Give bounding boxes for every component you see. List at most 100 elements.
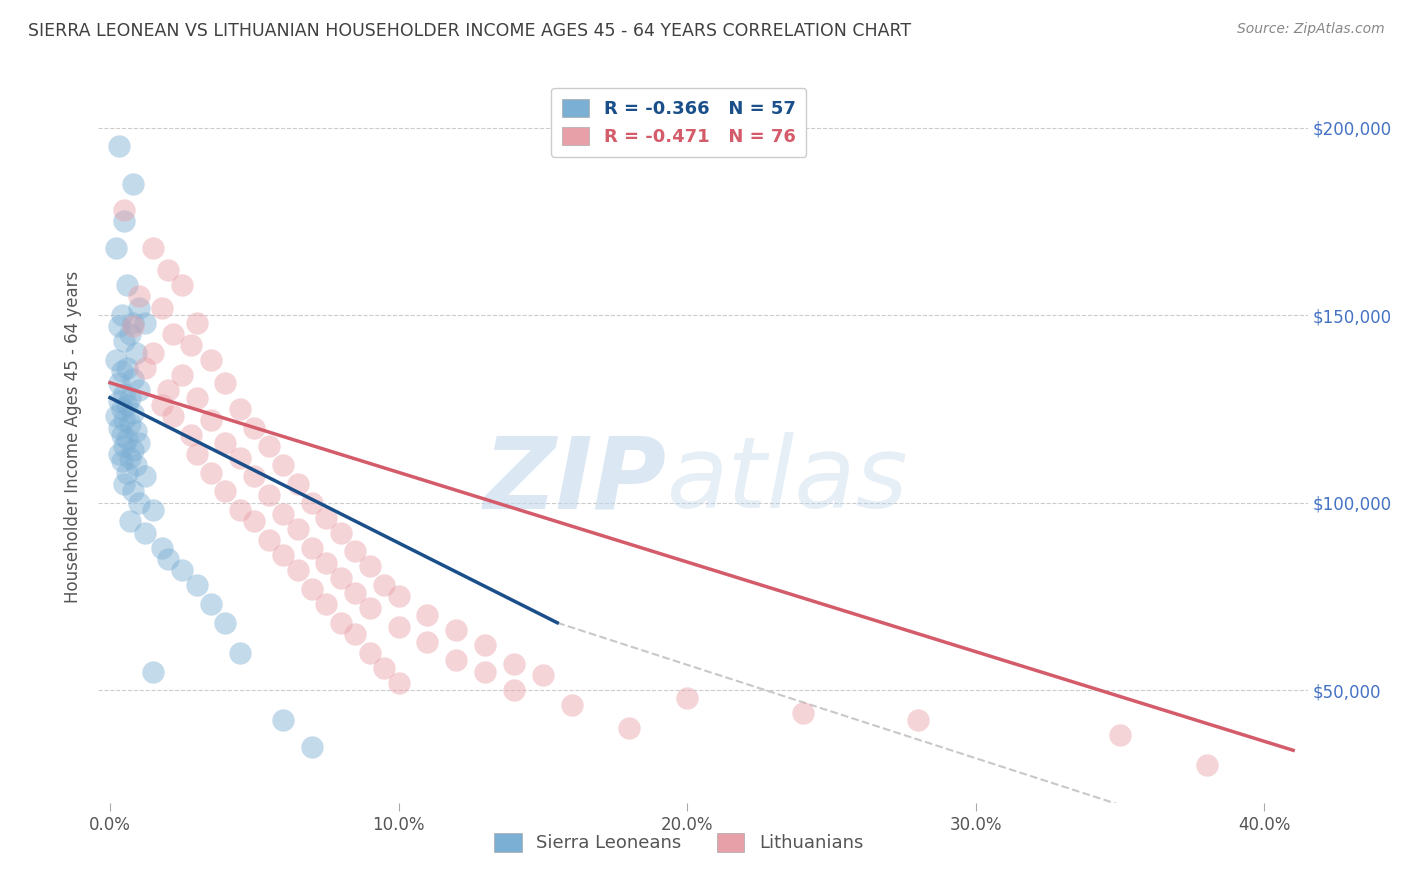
Point	[112, 387, 135, 401]
Point	[373, 578, 395, 592]
Point	[112, 477, 135, 491]
Point	[243, 515, 266, 529]
Point	[112, 214, 135, 228]
Point	[474, 665, 496, 679]
Point	[134, 360, 156, 375]
Point	[186, 447, 208, 461]
Point	[107, 139, 129, 153]
Point	[287, 522, 309, 536]
Point	[200, 413, 222, 427]
Point	[676, 690, 699, 705]
Point	[110, 401, 132, 416]
Point	[122, 372, 145, 386]
Point	[229, 401, 252, 416]
Point	[344, 627, 367, 641]
Point	[373, 661, 395, 675]
Point	[186, 316, 208, 330]
Point	[150, 301, 173, 315]
Point	[229, 503, 252, 517]
Point	[125, 345, 148, 359]
Point	[125, 425, 148, 439]
Point	[329, 571, 352, 585]
Point	[142, 241, 165, 255]
Point	[301, 496, 323, 510]
Point	[180, 338, 202, 352]
Point	[125, 458, 148, 473]
Point	[257, 488, 280, 502]
Point	[122, 177, 145, 191]
Point	[134, 316, 156, 330]
Point	[156, 552, 179, 566]
Point	[110, 364, 132, 378]
Point	[344, 544, 367, 558]
Point	[142, 665, 165, 679]
Point	[531, 668, 554, 682]
Text: Source: ZipAtlas.com: Source: ZipAtlas.com	[1237, 22, 1385, 37]
Point	[104, 353, 127, 368]
Point	[128, 435, 150, 450]
Point	[186, 578, 208, 592]
Point	[301, 739, 323, 754]
Point	[287, 563, 309, 577]
Point	[907, 713, 929, 727]
Point	[214, 435, 236, 450]
Point	[792, 706, 814, 720]
Point	[156, 263, 179, 277]
Point	[200, 466, 222, 480]
Point	[243, 469, 266, 483]
Point	[122, 443, 145, 458]
Point	[120, 515, 142, 529]
Point	[257, 440, 280, 454]
Point	[120, 417, 142, 431]
Point	[134, 469, 156, 483]
Point	[162, 409, 184, 424]
Point	[128, 496, 150, 510]
Point	[107, 447, 129, 461]
Point	[128, 289, 150, 303]
Point	[503, 683, 526, 698]
Point	[200, 597, 222, 611]
Point	[229, 450, 252, 465]
Text: SIERRA LEONEAN VS LITHUANIAN HOUSEHOLDER INCOME AGES 45 - 64 YEARS CORRELATION C: SIERRA LEONEAN VS LITHUANIAN HOUSEHOLDER…	[28, 22, 911, 40]
Point	[416, 634, 439, 648]
Point	[214, 376, 236, 390]
Point	[387, 590, 409, 604]
Point	[416, 608, 439, 623]
Point	[156, 383, 179, 397]
Point	[172, 278, 194, 293]
Point	[117, 398, 139, 412]
Point	[186, 391, 208, 405]
Point	[619, 721, 641, 735]
Point	[117, 360, 139, 375]
Point	[214, 615, 236, 630]
Point	[1109, 728, 1132, 742]
Point	[287, 477, 309, 491]
Point	[142, 345, 165, 359]
Point	[112, 203, 135, 218]
Point	[172, 368, 194, 383]
Point	[122, 316, 145, 330]
Point	[271, 507, 294, 521]
Point	[117, 278, 139, 293]
Point	[107, 394, 129, 409]
Point	[315, 556, 337, 570]
Point	[271, 548, 294, 562]
Point	[180, 428, 202, 442]
Point	[110, 308, 132, 322]
Point	[503, 657, 526, 671]
Point	[329, 615, 352, 630]
Point	[387, 675, 409, 690]
Point	[359, 646, 381, 660]
Point	[315, 597, 337, 611]
Point	[110, 428, 132, 442]
Point	[110, 454, 132, 468]
Point	[344, 586, 367, 600]
Point	[271, 713, 294, 727]
Point	[474, 638, 496, 652]
Point	[257, 533, 280, 548]
Point	[243, 420, 266, 434]
Point	[200, 353, 222, 368]
Point	[117, 466, 139, 480]
Point	[122, 484, 145, 499]
Point	[229, 646, 252, 660]
